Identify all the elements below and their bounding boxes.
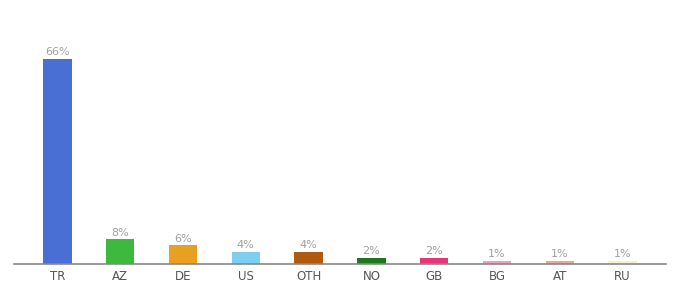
Text: 2%: 2% (362, 246, 380, 256)
Text: 4%: 4% (237, 240, 255, 250)
Bar (44, 58, 71, 264)
Text: 6%: 6% (174, 234, 192, 244)
Text: 4%: 4% (300, 240, 318, 250)
Bar (420, 258, 448, 264)
Text: 8%: 8% (112, 227, 129, 238)
Bar (294, 251, 323, 264)
Text: 1%: 1% (551, 249, 568, 259)
Bar (483, 261, 511, 264)
Bar (169, 245, 197, 264)
Text: 1%: 1% (488, 249, 506, 259)
Text: 1%: 1% (614, 249, 632, 259)
Text: 2%: 2% (425, 246, 443, 256)
Bar (106, 239, 135, 264)
Bar (232, 251, 260, 264)
Bar (609, 261, 636, 264)
Bar (357, 258, 386, 264)
Bar (545, 261, 574, 264)
Text: 66%: 66% (45, 47, 70, 57)
